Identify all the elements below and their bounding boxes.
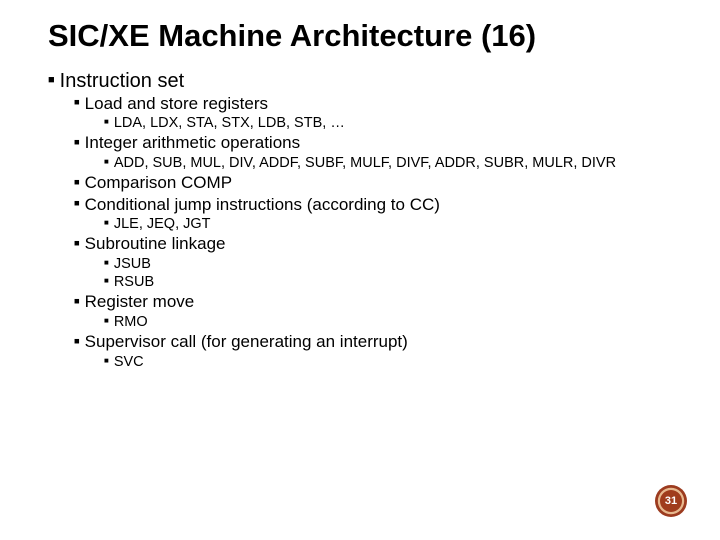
text: Subroutine linkage: [85, 234, 226, 253]
bullet-jsub: ■ JSUB: [104, 256, 684, 273]
bullet-subroutine: ■ Subroutine linkage: [74, 234, 684, 254]
text: Supervisor call (for generating an inter…: [85, 332, 408, 351]
text: JSUB: [114, 256, 151, 272]
bullet-instruction-set: ■ Instruction set: [48, 69, 684, 93]
text: Instruction set: [60, 70, 185, 92]
text: Comparison COMP: [85, 173, 232, 192]
bullet-icon: ■: [104, 258, 109, 268]
bullet-comparison: ■ Comparison COMP: [74, 173, 684, 193]
bullet-icon: ■: [104, 276, 109, 286]
bullet-icon: ■: [74, 296, 80, 307]
text: Register move: [85, 292, 195, 311]
bullet-icon: ■: [74, 177, 80, 188]
bullet-rmo: ■ RMO: [104, 314, 684, 331]
bullet-arithmetic-examples: ■ ADD, SUB, MUL, DIV, ADDF, SUBF, MULF, D…: [104, 155, 684, 172]
text: LDA, LDX, STA, STX, LDB, STB, …: [114, 115, 345, 131]
bullet-icon: ■: [104, 356, 109, 366]
bullet-icon: ■: [104, 316, 109, 326]
bullet-icon: ■: [104, 218, 109, 228]
text: JLE, JEQ, JGT: [114, 216, 211, 232]
slide-area: SIC/XE Machine Architecture (16) ■ Instru…: [0, 0, 720, 371]
text: RMO: [114, 314, 148, 330]
text: Integer arithmetic operations: [85, 133, 300, 152]
slide-title: SIC/XE Machine Architecture (16): [48, 18, 684, 55]
bullet-load-store: ■ Load and store registers: [74, 94, 684, 114]
page-number: 31: [654, 484, 688, 518]
bullet-icon: ■: [48, 74, 55, 87]
bullet-svc: ■ SVC: [104, 354, 684, 371]
bullet-register-move: ■ Register move: [74, 292, 684, 312]
bullet-icon: ■: [74, 137, 80, 148]
bullet-conditional-jump: ■ Conditional jump instructions (accordin…: [74, 195, 684, 215]
bullet-conditional-jump-examples: ■ JLE, JEQ, JGT: [104, 216, 684, 233]
text: Load and store registers: [85, 94, 268, 113]
bullet-icon: ■: [104, 157, 109, 167]
bullet-load-store-examples: ■ LDA, LDX, STA, STX, LDB, STB, …: [104, 115, 684, 132]
page-number-badge: 31: [654, 484, 688, 518]
text: RSUB: [114, 274, 154, 290]
text: ADD, SUB, MUL, DIV, ADDF, SUBF, MULF, DI…: [114, 155, 616, 171]
bullet-icon: ■: [74, 336, 80, 347]
bullet-icon: ■: [104, 117, 109, 127]
bullet-supervisor-call: ■ Supervisor call (for generating an inte…: [74, 332, 684, 352]
bullet-icon: ■: [74, 238, 80, 249]
bullet-arithmetic: ■ Integer arithmetic operations: [74, 133, 684, 153]
bullet-icon: ■: [74, 198, 80, 209]
text: SVC: [114, 354, 144, 370]
text: Conditional jump instructions (according…: [85, 195, 440, 214]
bullet-rsub: ■ RSUB: [104, 274, 684, 291]
bullet-icon: ■: [74, 97, 80, 108]
